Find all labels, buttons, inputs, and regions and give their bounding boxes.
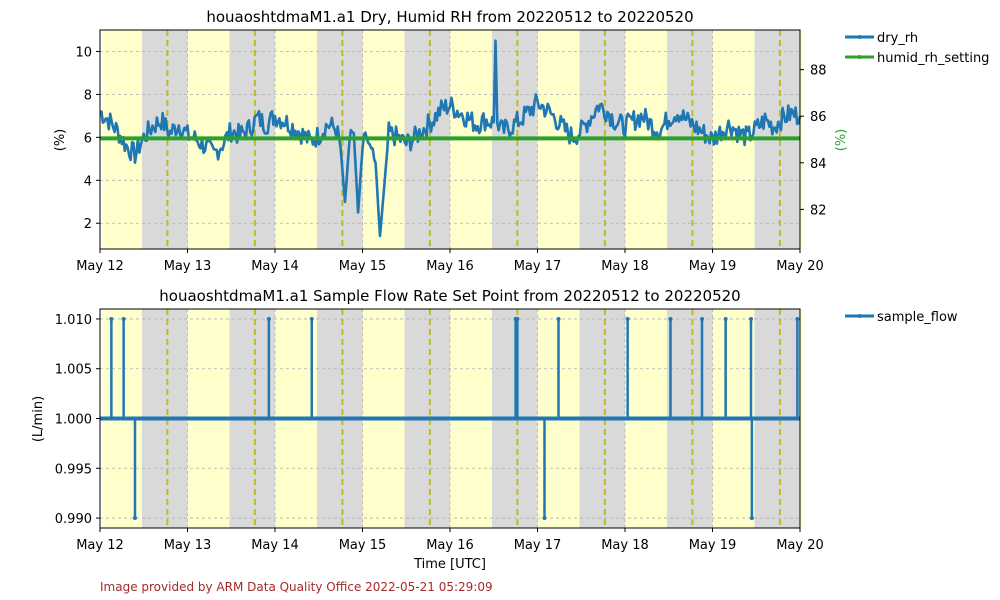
rh-series <box>99 39 802 238</box>
sample-flow-spike-marker <box>542 516 547 521</box>
x-tick-label: May 18 <box>601 259 649 274</box>
flow-panel: houaoshtdmaM1.a1 Sample Flow Rate Set Po… <box>31 287 958 572</box>
x-tick-label: May 17 <box>514 259 562 274</box>
sample-flow-spike-marker <box>109 316 114 321</box>
flow-x-axis-label: Time [UTC] <box>413 557 486 572</box>
rh-y2-ticks: 82 84 86 88 <box>800 64 827 218</box>
sample-flow-spike-marker <box>668 316 673 321</box>
series-dry-rh <box>99 39 802 238</box>
flow-x-ticks: May 12 May 13 May 14 May 15 May 16 May 17 May … <box>76 528 824 553</box>
rh-noon-lines <box>166 30 781 249</box>
y-tick-label: 10 <box>75 45 92 60</box>
sample-flow-spike-marker <box>121 316 126 321</box>
y2-tick-label: 88 <box>810 64 827 79</box>
y2-tick-label: 86 <box>810 110 827 125</box>
sample-flow-spike-marker <box>723 316 728 321</box>
legend-marker-dry-rh <box>857 35 862 39</box>
sample-flow-spike-marker <box>266 316 271 321</box>
x-tick-label: May 20 <box>776 538 824 553</box>
legend-label-dry-rh: dry_rh <box>877 31 918 46</box>
y-tick-label: 0.990 <box>55 512 92 527</box>
x-tick-label: May 14 <box>251 259 299 274</box>
sample-flow-spike-marker <box>749 316 753 321</box>
y-tick-label: 4 <box>84 174 92 189</box>
x-tick-label: May 15 <box>339 538 387 553</box>
legend-label-sample-flow: sample_flow <box>877 310 958 325</box>
rh-y2-axis-label: (%) <box>834 129 849 152</box>
sample-flow-spike-marker <box>133 516 137 521</box>
y-tick-label: 6 <box>84 131 92 146</box>
rh-y-ticks: 2 4 6 8 10 <box>75 45 100 232</box>
y2-tick-label: 84 <box>810 157 827 172</box>
x-tick-label: May 16 <box>426 259 474 274</box>
flow-chart-title: houaoshtdmaM1.a1 Sample Flow Rate Set Po… <box>159 287 740 305</box>
flow-y-axis-label: (L/min) <box>31 396 46 442</box>
day-band <box>800 30 803 249</box>
y-tick-label: 8 <box>84 88 92 103</box>
flow-noon-lines <box>166 309 781 528</box>
rh-y-axis-label: (%) <box>53 129 68 152</box>
legend-marker-sample-flow <box>857 314 862 318</box>
x-tick-label: May 20 <box>776 259 824 274</box>
sample-flow-spike-marker <box>515 316 520 321</box>
x-tick-label: May 13 <box>164 259 212 274</box>
y-tick-label: 2 <box>84 217 92 232</box>
x-tick-label: May 18 <box>601 538 649 553</box>
x-tick-label: May 15 <box>339 259 387 274</box>
x-tick-label: May 12 <box>76 259 124 274</box>
flow-legend: sample_flow <box>845 310 958 325</box>
sample-flow-spike-marker <box>556 316 561 321</box>
sample-flow-spike-marker <box>749 516 754 521</box>
x-tick-label: May 16 <box>426 538 474 553</box>
y-tick-label: 1.000 <box>55 413 92 428</box>
sample-flow-spike-marker <box>625 316 630 321</box>
x-tick-label: May 12 <box>76 538 124 553</box>
x-tick-label: May 19 <box>689 259 737 274</box>
day-band <box>800 309 803 528</box>
y-tick-label: 1.010 <box>55 313 92 328</box>
x-tick-label: May 14 <box>251 538 299 553</box>
legend-marker-humid-rh-setting <box>857 55 862 59</box>
sample-flow-spike-marker <box>795 316 800 321</box>
rh-x-ticks: May 12 May 13 May 14 May 15 May 16 May 17 May … <box>76 249 824 274</box>
flow-y-ticks: 0.990 0.995 1.000 1.005 1.010 <box>55 313 100 527</box>
legend-label-humid-rh-setting: humid_rh_setting <box>877 51 989 66</box>
rh-panel: houaoshtdmaM1.a1 Dry, Humid RH from 2022… <box>53 8 989 274</box>
x-tick-label: May 13 <box>164 538 212 553</box>
flow-series <box>100 316 800 521</box>
sample-flow-spike-marker <box>309 316 314 321</box>
x-tick-label: May 19 <box>689 538 737 553</box>
y-tick-label: 0.995 <box>55 462 92 477</box>
y2-tick-label: 82 <box>810 203 827 218</box>
rh-chart-title: houaoshtdmaM1.a1 Dry, Humid RH from 2022… <box>206 8 693 26</box>
rh-legend: dry_rh humid_rh_setting <box>845 31 989 66</box>
y-tick-label: 1.005 <box>55 363 92 378</box>
image-credit-footer: Image provided by ARM Data Quality Offic… <box>100 580 493 594</box>
sample-flow-spike-marker <box>700 316 704 321</box>
x-tick-label: May 17 <box>514 538 562 553</box>
